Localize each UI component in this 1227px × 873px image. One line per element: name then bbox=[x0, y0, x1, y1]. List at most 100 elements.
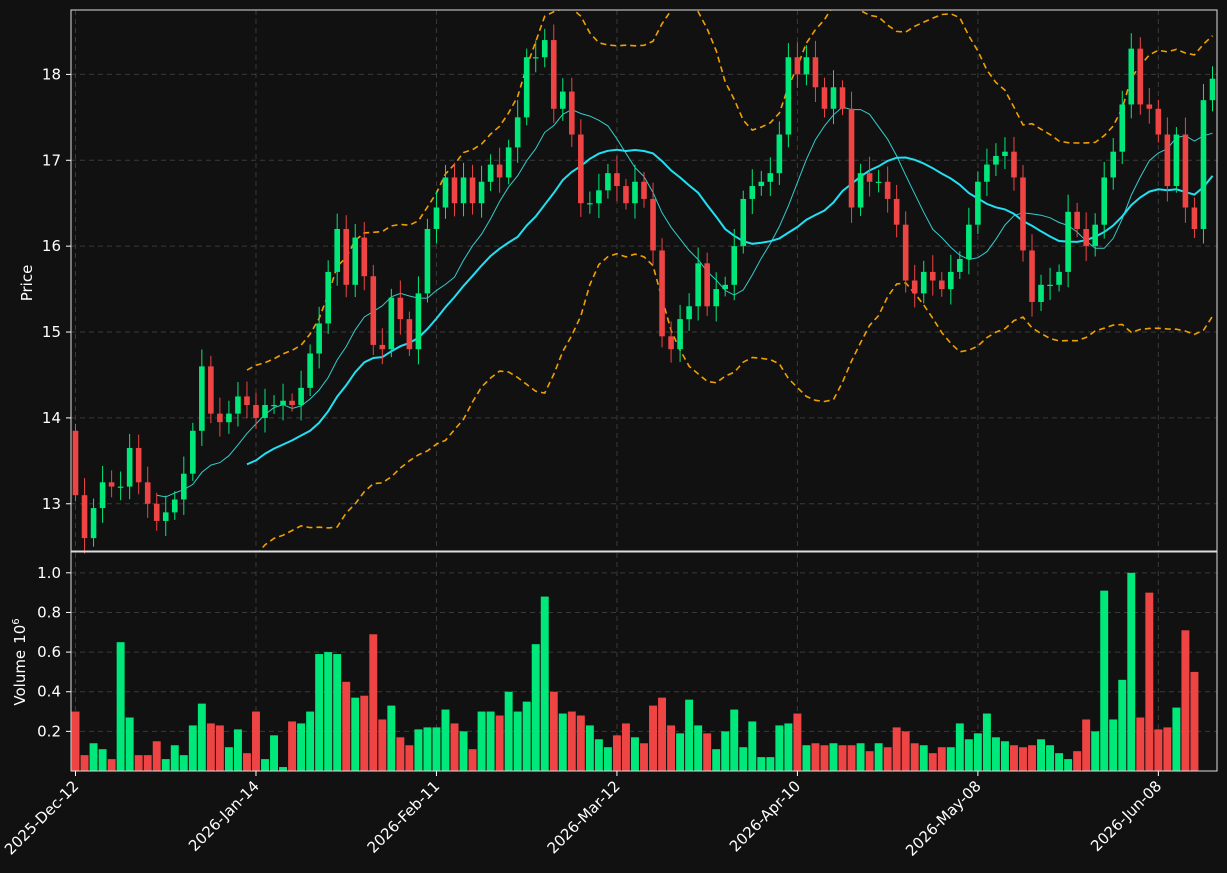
volume-bar bbox=[676, 733, 685, 771]
candle-body bbox=[1038, 284, 1044, 302]
volume-bar bbox=[477, 711, 486, 771]
price-tick-label: 13 bbox=[42, 495, 61, 513]
candle-body bbox=[424, 228, 431, 294]
volume-bar bbox=[748, 721, 757, 771]
candle-body bbox=[966, 224, 972, 260]
volume-bar bbox=[910, 743, 919, 771]
candle-body bbox=[1056, 271, 1062, 285]
volume-bar bbox=[694, 725, 703, 771]
volume-bar bbox=[1073, 751, 1082, 771]
candle-body bbox=[578, 134, 584, 204]
candle-body bbox=[929, 271, 936, 281]
volume-bar bbox=[261, 759, 269, 771]
panel-frames bbox=[70, 9, 1218, 772]
candle-body bbox=[487, 164, 494, 182]
candles bbox=[72, 24, 1216, 554]
volume-bar bbox=[919, 745, 928, 771]
volume-bar bbox=[721, 731, 730, 771]
volume-bar bbox=[504, 691, 513, 771]
candle-body bbox=[1092, 224, 1098, 247]
volume-bar bbox=[1055, 753, 1064, 771]
candle-body bbox=[235, 396, 241, 414]
candle-body bbox=[1011, 151, 1017, 178]
candle-body bbox=[514, 117, 521, 148]
volume-bar bbox=[775, 725, 784, 771]
price-axis-label: Price bbox=[18, 265, 36, 302]
volume-bar bbox=[360, 695, 369, 771]
candle-body bbox=[289, 400, 295, 406]
volume-bar bbox=[603, 747, 612, 771]
volume-bar bbox=[369, 634, 378, 771]
candle-body bbox=[271, 405, 277, 407]
volume-bar bbox=[1082, 719, 1091, 771]
candle-body bbox=[334, 228, 340, 272]
volume-bar bbox=[928, 753, 937, 771]
volume-bar bbox=[784, 723, 793, 771]
volume-bar bbox=[594, 739, 603, 771]
candle-body bbox=[596, 190, 602, 204]
candle-body bbox=[1173, 134, 1180, 187]
volume-bar bbox=[757, 757, 766, 771]
short-moving-average-line bbox=[156, 106, 1213, 498]
price-panel-frame bbox=[70, 9, 1218, 552]
candle-body bbox=[641, 181, 647, 199]
candle-body bbox=[1119, 104, 1126, 152]
candle-body bbox=[884, 181, 891, 199]
candle-body bbox=[280, 400, 286, 406]
volume-bar bbox=[856, 743, 865, 771]
candle-body bbox=[911, 280, 918, 294]
volume-bar bbox=[98, 749, 107, 771]
volume-bar bbox=[874, 743, 883, 771]
candle-body bbox=[695, 263, 701, 307]
volume-bar bbox=[432, 727, 441, 771]
candle-body bbox=[316, 323, 322, 354]
candle-body bbox=[650, 198, 656, 251]
candle-body bbox=[442, 177, 449, 208]
candle-body bbox=[1200, 100, 1207, 229]
volume-bar bbox=[188, 725, 197, 771]
volume-bar bbox=[197, 703, 206, 771]
candle-body bbox=[1047, 284, 1053, 286]
candle-body bbox=[1191, 207, 1198, 229]
candle-body bbox=[117, 486, 124, 488]
volume-bar bbox=[297, 723, 306, 771]
volume-bar bbox=[1190, 671, 1199, 771]
candle-body bbox=[505, 147, 512, 178]
candle-body bbox=[749, 186, 756, 199]
volume-bar bbox=[766, 757, 775, 771]
candle-body bbox=[1083, 228, 1089, 247]
volume-bar bbox=[351, 697, 360, 771]
volume-bar bbox=[838, 745, 847, 771]
volume-bar bbox=[134, 755, 143, 771]
candle-body bbox=[948, 271, 954, 290]
volume-bar bbox=[1019, 747, 1027, 771]
volume-bar bbox=[946, 747, 955, 771]
volume-bar bbox=[378, 719, 387, 771]
candle-body bbox=[704, 263, 710, 307]
candle-body bbox=[632, 181, 638, 204]
candle-body bbox=[379, 344, 386, 350]
candle-body bbox=[569, 91, 575, 135]
volume-bar bbox=[468, 749, 477, 771]
candle-body bbox=[469, 177, 476, 204]
volume-bar bbox=[387, 705, 396, 771]
price-tick-label: 16 bbox=[42, 237, 61, 255]
candle-body bbox=[108, 482, 115, 487]
volume-bar bbox=[640, 743, 648, 771]
volume-bar bbox=[685, 699, 694, 771]
volume-bar bbox=[288, 721, 297, 771]
volume-bar bbox=[80, 755, 89, 771]
candle-body bbox=[920, 271, 927, 294]
volume-bar bbox=[1163, 727, 1172, 771]
volume-bar bbox=[703, 733, 712, 771]
volume-bar bbox=[847, 745, 856, 771]
volume-bar bbox=[585, 725, 594, 771]
volume-bar bbox=[441, 709, 450, 771]
volume-bar bbox=[1118, 679, 1127, 771]
volume-bar bbox=[1009, 745, 1018, 771]
volume-bar bbox=[612, 735, 621, 771]
volume-bar bbox=[1028, 745, 1036, 771]
volume-bar bbox=[242, 753, 251, 771]
volume-bar bbox=[1046, 745, 1055, 771]
volume-bar bbox=[811, 743, 820, 771]
